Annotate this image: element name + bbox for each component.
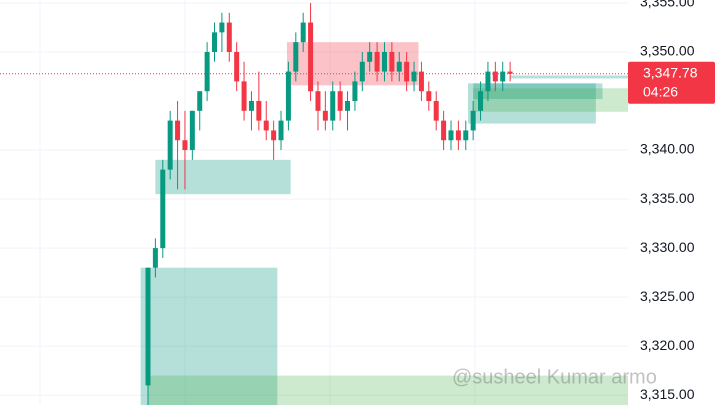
- candle-body: [175, 120, 181, 141]
- candle-body: [426, 91, 432, 102]
- candle-body: [300, 22, 306, 43]
- candle-body: [374, 51, 380, 72]
- y-tick-label: 3,340.00: [640, 141, 695, 157]
- candle-body: [404, 61, 410, 82]
- y-tick-label: 3,350.00: [640, 43, 695, 59]
- candle-body: [182, 140, 188, 151]
- zone: [473, 83, 603, 100]
- candle-body: [293, 42, 299, 72]
- candle-body: [500, 71, 506, 82]
- candle-body: [389, 51, 395, 72]
- candle-body: [285, 71, 291, 121]
- candle-body: [315, 91, 321, 111]
- candle-body: [226, 22, 232, 52]
- candle-body: [241, 81, 247, 111]
- price-box: [628, 61, 715, 104]
- candle-body: [263, 120, 269, 131]
- price-label: 3,347.78: [643, 64, 698, 80]
- y-tick-label: 3,355.00: [640, 0, 695, 10]
- candle-body: [478, 91, 484, 111]
- candle-body: [507, 71, 513, 74]
- candle-body: [463, 130, 469, 141]
- candle-body: [448, 130, 454, 141]
- candle-body: [167, 120, 173, 170]
- candle-body: [455, 130, 461, 141]
- candle-body: [322, 110, 328, 121]
- candle-body: [396, 61, 402, 72]
- candle-body: [367, 51, 373, 62]
- y-tick-label: 3,325.00: [640, 288, 695, 304]
- y-tick-label: 3,335.00: [640, 190, 695, 206]
- candle-body: [485, 71, 491, 92]
- candle-body: [470, 110, 476, 131]
- candle-body: [492, 71, 498, 82]
- candle-body: [441, 120, 447, 141]
- candle-body: [197, 91, 203, 111]
- candle-body: [330, 91, 336, 121]
- candle-body: [278, 120, 284, 141]
- zone: [148, 375, 628, 405]
- candle-body: [219, 22, 225, 33]
- y-tick-label: 3,315.00: [640, 386, 695, 402]
- candle-body: [204, 51, 210, 92]
- candle-body: [256, 101, 262, 121]
- zone: [155, 159, 291, 195]
- candle-body: [433, 101, 439, 121]
- candle-body: [345, 101, 351, 111]
- zone: [510, 75, 628, 79]
- candle-body: [418, 71, 424, 92]
- zone: [140, 267, 278, 405]
- candle-body: [352, 81, 358, 102]
- watermark: @susheel Kumar armo: [452, 366, 657, 388]
- candle-body: [359, 61, 365, 82]
- y-tick-label: 3,330.00: [640, 239, 695, 255]
- candle-body: [337, 91, 343, 111]
- candle-body: [160, 169, 166, 249]
- candle-body: [381, 51, 387, 72]
- candle-body: [152, 248, 158, 268]
- y-tick-label: 3,320.00: [640, 337, 695, 353]
- candle-body: [411, 71, 417, 82]
- candle-body: [271, 130, 277, 141]
- candle-body: [308, 22, 314, 92]
- zone: [473, 88, 628, 112]
- candle-body: [234, 51, 240, 82]
- candle-body: [212, 32, 218, 52]
- countdown-label: 04:26: [643, 83, 678, 99]
- candle-body: [248, 101, 254, 111]
- candle-body: [189, 110, 195, 151]
- candle-body: [145, 267, 151, 386]
